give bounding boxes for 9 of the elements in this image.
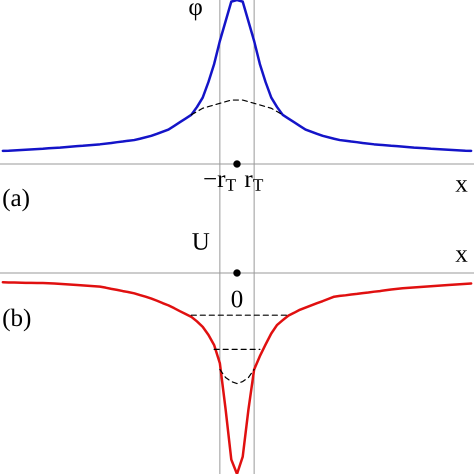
x-tick-label: −r$_{T}$ xyxy=(204,175,236,191)
y-axis-title: φ xyxy=(189,3,202,20)
y-axis-title: U xyxy=(192,233,210,250)
x-tick-label: r$_{T}$ xyxy=(244,175,264,191)
x-axis-title: x xyxy=(456,180,468,192)
text: (a) xyxy=(3,188,29,212)
annotation: 0 xyxy=(232,290,242,308)
annotation: (b) xyxy=(3,308,30,332)
x-axis-title: x xyxy=(456,250,468,262)
